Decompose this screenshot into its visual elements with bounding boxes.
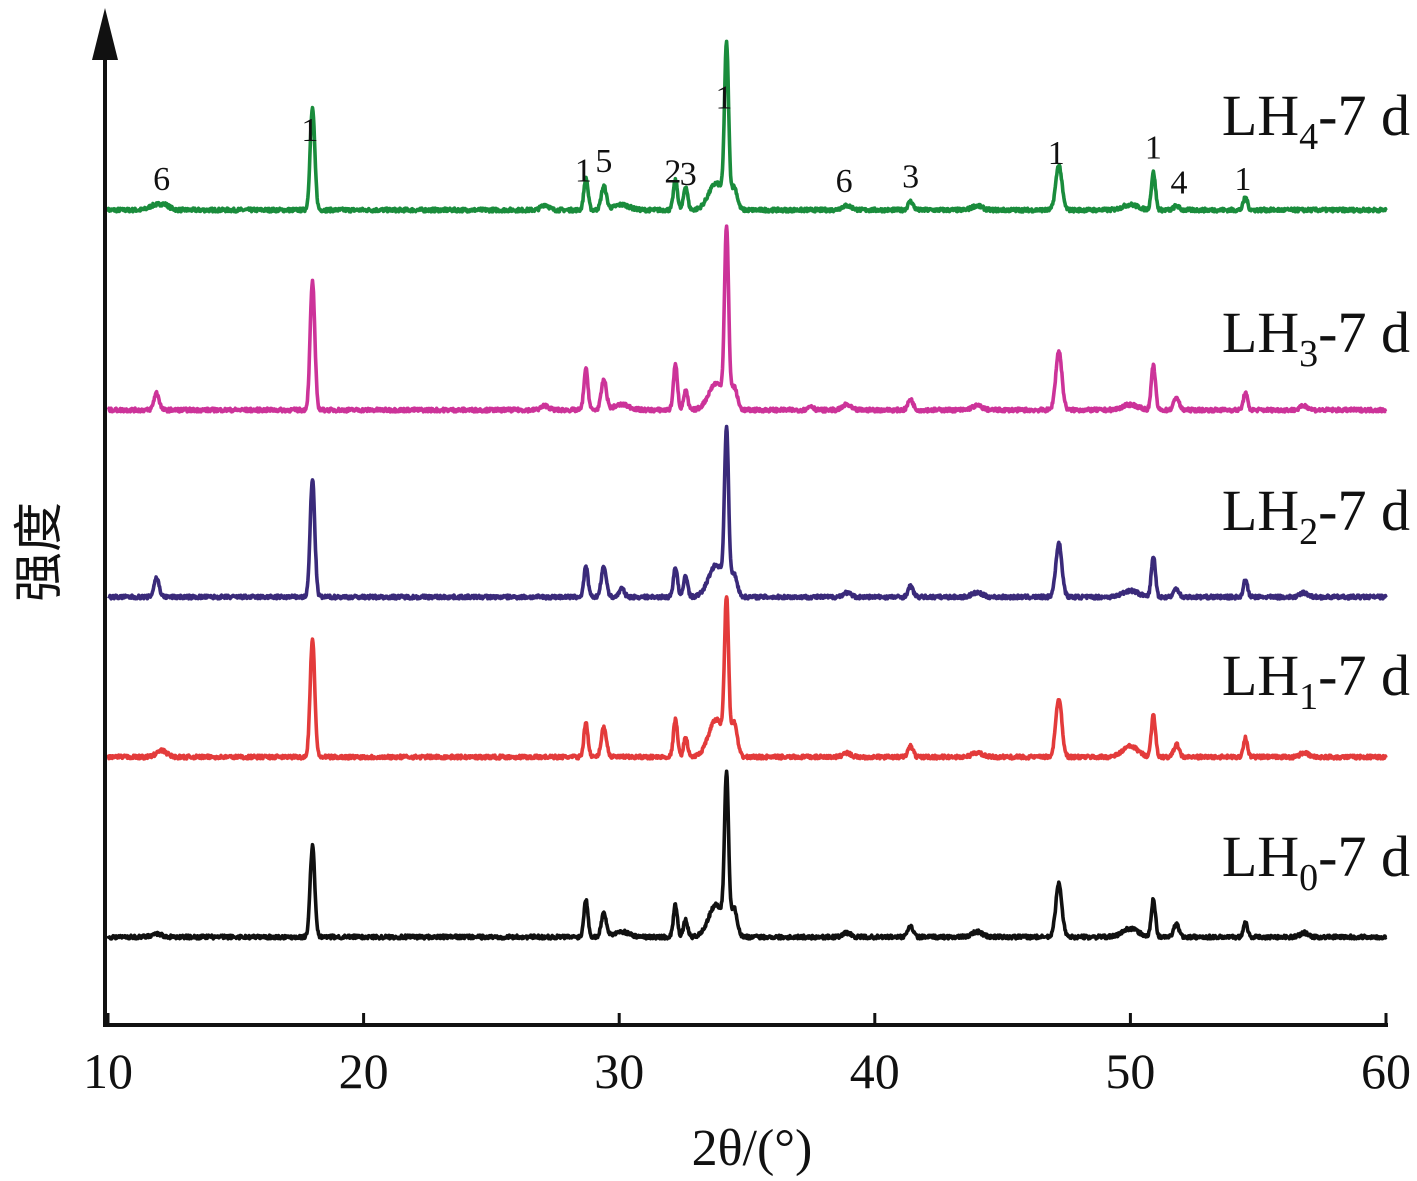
peak-label: 1	[1145, 129, 1162, 166]
x-axis-label: 2θ/(°)	[692, 1120, 813, 1177]
peak-label: 5	[595, 143, 612, 180]
series-line-3	[106, 595, 1388, 761]
x-tick-label: 40	[850, 1043, 900, 1099]
peak-label: 1	[1234, 161, 1251, 198]
series-label: LH4-7 d	[1222, 83, 1410, 158]
peak-label: 1	[1048, 135, 1065, 172]
peak-label: 3	[902, 158, 919, 195]
series-labels: LH4-7 d LH3-7 d LH2-7 d LH1-7 d LH0-7 d	[1222, 83, 1410, 899]
peak-label: 1	[301, 112, 318, 149]
series-line-2	[106, 424, 1388, 601]
peak-label: 1	[715, 80, 732, 117]
x-axis-ticks: 10 20 30 40 50 60	[83, 1013, 1411, 1099]
series-traces	[106, 39, 1388, 941]
series-label: LH2-7 d	[1222, 478, 1410, 553]
x-tick-label: 10	[83, 1043, 133, 1099]
series-label: LH3-7 d	[1222, 300, 1410, 375]
y-axis-label: 强度	[10, 502, 68, 602]
series-line-0	[106, 39, 1388, 214]
x-tick-label: 50	[1105, 1043, 1155, 1099]
series-label: LH0-7 d	[1222, 824, 1410, 899]
series-line-4	[106, 769, 1388, 941]
x-tick-label: 60	[1361, 1043, 1411, 1099]
peak-label: 2	[664, 153, 681, 190]
peak-label: 3	[680, 156, 697, 193]
series-label: LH1-7 d	[1222, 643, 1410, 718]
peak-label: 6	[836, 163, 853, 200]
x-tick-label: 30	[594, 1043, 644, 1099]
peak-label: 6	[153, 161, 170, 198]
y-axis-arrow-icon	[92, 8, 118, 60]
peak-label: 1	[575, 152, 592, 189]
peak-label: 4	[1170, 164, 1187, 201]
series-line-1	[106, 224, 1388, 414]
x-tick-label: 20	[339, 1043, 389, 1099]
